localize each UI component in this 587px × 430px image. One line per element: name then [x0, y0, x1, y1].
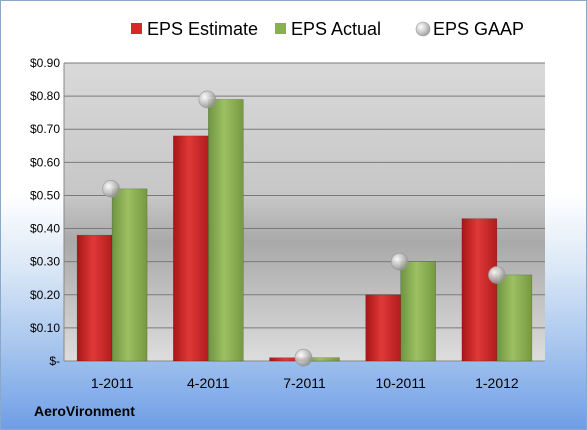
bar-eps-estimate-1-2012 — [461, 218, 498, 362]
bar-eps-actual-1-2011 — [111, 188, 148, 362]
y-tick-label: $0.80 — [30, 89, 60, 103]
legend-item-eps-gaap: EPS GAAP — [415, 19, 524, 39]
legend-item-eps-actual: EPS Actual — [275, 19, 381, 39]
legend-label: EPS GAAP — [433, 19, 524, 39]
y-tick-label: $0.70 — [30, 122, 60, 136]
bar-eps-actual-4-2011 — [208, 99, 244, 362]
y-tick-label: $0.60 — [30, 155, 60, 169]
point-eps-gaap-4-2011 — [198, 90, 217, 109]
x-axis-labels: 1-2011 4-2011 7-2011 10-2011 1-2012 — [91, 375, 519, 391]
x-tick-label-7-2011: 7-2011 — [283, 375, 326, 391]
y-tick-label: $0.40 — [30, 222, 60, 236]
legend-label: EPS Estimate — [147, 19, 258, 39]
point-eps-gaap-10-2011 — [390, 252, 409, 271]
gaap-points — [102, 90, 506, 367]
x-tick-label-1-2012: 1-2012 — [475, 375, 519, 391]
bar-eps-estimate-4-2011 — [173, 135, 209, 362]
bars — [76, 99, 533, 362]
legend: EPS Estimate EPS Actual EPS GAAP — [131, 19, 524, 39]
bar-eps-estimate-10-2011 — [365, 294, 402, 362]
legend-swatch — [415, 21, 431, 37]
y-tick-label: $- — [49, 354, 60, 368]
point-eps-gaap-1-2012 — [488, 266, 506, 284]
point-eps-gaap-1-2011 — [102, 180, 120, 198]
x-tick-label-10-2011: 10-2011 — [376, 375, 427, 391]
x-tick-label-1-2011: 1-2011 — [91, 375, 134, 391]
legend-label: EPS Actual — [291, 19, 381, 39]
legend-item-eps-estimate: EPS Estimate — [131, 19, 258, 39]
bar-eps-actual-1-2012 — [496, 274, 533, 362]
point-eps-gaap-7-2011 — [294, 348, 313, 367]
y-tick-label: $0.20 — [30, 288, 60, 302]
y-tick-label: $0.50 — [30, 188, 60, 202]
legend-swatch — [275, 23, 286, 34]
bar-eps-estimate-1-2011 — [76, 234, 113, 362]
company-name: AeroVironment — [34, 403, 135, 419]
y-axis-labels: $0.90 $0.80 $0.70 $0.60 $0.50 $0.40 $0.30 $0.20… — [30, 56, 60, 368]
legend-swatch — [131, 23, 142, 34]
x-tick-label-4-2011: 4-2011 — [187, 375, 230, 391]
y-tick-label: $0.10 — [30, 321, 60, 335]
y-tick-label: $0.30 — [30, 255, 60, 269]
y-tick-label: $0.90 — [30, 56, 60, 70]
bar-eps-actual-10-2011 — [400, 261, 437, 362]
